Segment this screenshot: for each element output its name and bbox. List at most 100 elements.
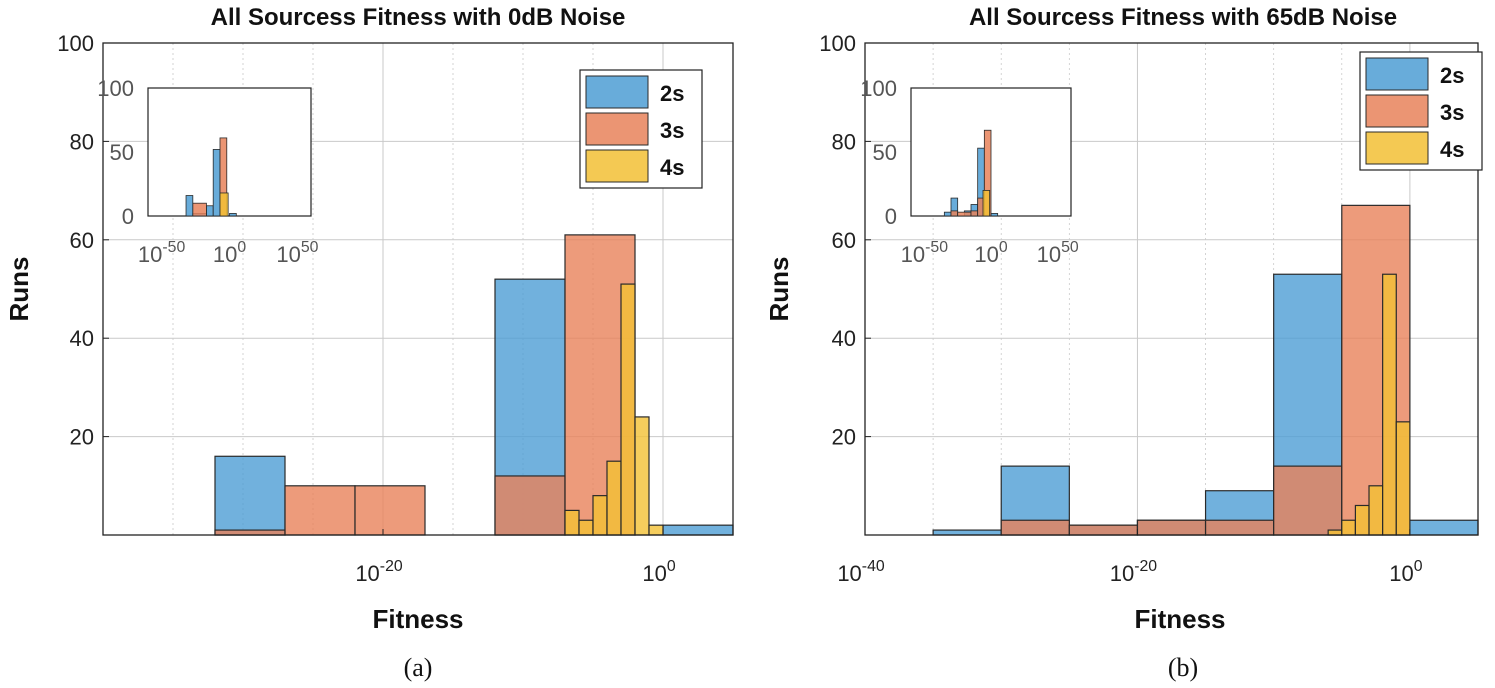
bar-4s: [1368, 485, 1384, 536]
legend-label-2s: 2s: [660, 81, 684, 106]
bar-2s: [932, 529, 1002, 536]
legend-label-2s: 2s: [1440, 63, 1464, 88]
bar-4s: [1354, 504, 1370, 536]
bar-3s: [1000, 519, 1070, 536]
chart-title: All Sourcess Fitness with 65dB Noise: [969, 4, 1397, 31]
bar-3s: [1136, 519, 1207, 536]
inset-bar-2s: [229, 213, 237, 217]
inset-bar-3s: [970, 210, 979, 217]
legend-swatch-3s: [585, 112, 649, 146]
inset-bar-3s: [192, 202, 207, 217]
legend: 2s 3s 4s: [1359, 51, 1483, 171]
inset-bar-4s: [982, 189, 991, 217]
bar-3s: [354, 485, 426, 536]
legend-swatch-2s: [1365, 57, 1429, 91]
x-tick-label-base: 10: [1389, 561, 1413, 586]
inset-x-tick-label-base: 10: [138, 242, 162, 267]
bar-3s: [494, 475, 566, 536]
inset-x-tick-label-base: 10: [974, 242, 998, 267]
bar-2s: [214, 455, 286, 536]
x-tick-label: 10-40: [837, 558, 885, 586]
inset-y-tick-label: 0: [122, 204, 134, 229]
inset-x-tick-label-base: 10: [276, 242, 300, 267]
inset-bar-4s: [219, 192, 229, 217]
y-tick-label: 60: [832, 228, 856, 253]
legend-label-4s: 4s: [660, 155, 684, 180]
panel-caption: (b): [1168, 653, 1198, 682]
legend-label-3s: 3s: [1440, 100, 1464, 125]
bar-4s: [1395, 421, 1411, 536]
legend-label-4s: 4s: [1440, 137, 1464, 162]
inset-x-tick-label-base: 10: [901, 242, 925, 267]
x-tick-label: 100: [642, 558, 675, 586]
bar-3s: [284, 485, 356, 536]
legend-swatch-3s: [1365, 94, 1429, 128]
y-tick-label: 60: [70, 228, 94, 253]
legend-swatch-4s: [585, 149, 649, 183]
y-tick-label: 80: [832, 129, 856, 154]
bar-4s: [1382, 273, 1397, 536]
bar-4s: [606, 460, 622, 536]
inset-y-tick-label: 100: [97, 76, 134, 101]
inset-x-tick-label-exponent: 50: [1061, 239, 1079, 256]
inset-series-3s: [950, 129, 992, 217]
y-tick-label: 40: [70, 326, 94, 351]
inset-bar-3s: [957, 211, 972, 217]
legend: 2s 3s 4s: [579, 69, 703, 189]
inset-y-tick-label: 0: [885, 204, 897, 229]
y-axis-label: Runs: [4, 257, 34, 322]
inset-frame: [147, 87, 312, 217]
bar-2s: [1409, 519, 1479, 536]
bar-3s: [1068, 524, 1139, 536]
inset-x-tick-label-exponent: 50: [301, 239, 319, 256]
inset-x-tick-label: 100: [974, 239, 1007, 267]
bar-4s: [564, 509, 580, 536]
inset-x-tick-label-exponent: -50: [925, 239, 948, 256]
inset-y-tick-label: 50: [873, 140, 897, 165]
series-4s: [1327, 273, 1411, 536]
inset-bar-2s: [185, 195, 194, 217]
inset-x-tick-label: 10-50: [138, 239, 186, 267]
x-tick-label-exponent: 0: [1414, 558, 1423, 575]
y-tick-label: 40: [832, 326, 856, 351]
inset-series-3s: [192, 137, 228, 217]
axes-frame: [102, 42, 734, 536]
inset-bar-2s: [943, 211, 952, 217]
panel-caption: (a): [404, 653, 433, 682]
inset-x-tick-label-exponent: 0: [237, 239, 246, 256]
x-tick-label-base: 10: [642, 561, 666, 586]
x-tick-label-exponent: -40: [862, 558, 885, 575]
legend-swatch-4s: [1365, 131, 1429, 165]
inset-bar-2s: [990, 213, 999, 217]
bar-4s: [1327, 529, 1343, 536]
bar-2s: [662, 524, 734, 536]
inset-x-tick-label: 100: [213, 239, 246, 267]
inset-x-tick-label: 10-50: [901, 239, 949, 267]
x-tick-label: 100: [1389, 558, 1422, 586]
y-tick-label: 20: [70, 425, 94, 450]
x-axis-label: Fitness: [372, 604, 463, 634]
bar-4s: [648, 524, 664, 536]
x-tick-label: 10-20: [1110, 558, 1158, 586]
axes-frame: [864, 42, 1479, 536]
bar-4s: [1341, 519, 1357, 536]
inset-y-tick-label: 100: [860, 76, 897, 101]
bar-3s: [1204, 519, 1275, 536]
bar-3s: [1273, 465, 1343, 536]
y-tick-label: 100: [819, 31, 856, 56]
inset-y-tick-label: 50: [110, 140, 134, 165]
legend-label-3s: 3s: [660, 118, 684, 143]
x-tick-label-base: 10: [1110, 561, 1134, 586]
inset-x-tick-label: 1050: [1037, 239, 1079, 267]
y-tick-label: 20: [832, 425, 856, 450]
x-tick-label-exponent: -20: [1134, 558, 1157, 575]
y-axis-label: Runs: [764, 257, 794, 322]
legend-swatch-2s: [585, 75, 649, 109]
inset-x-tick-label: 1050: [276, 239, 318, 267]
inset-x-tick-label-exponent: 0: [999, 239, 1008, 256]
